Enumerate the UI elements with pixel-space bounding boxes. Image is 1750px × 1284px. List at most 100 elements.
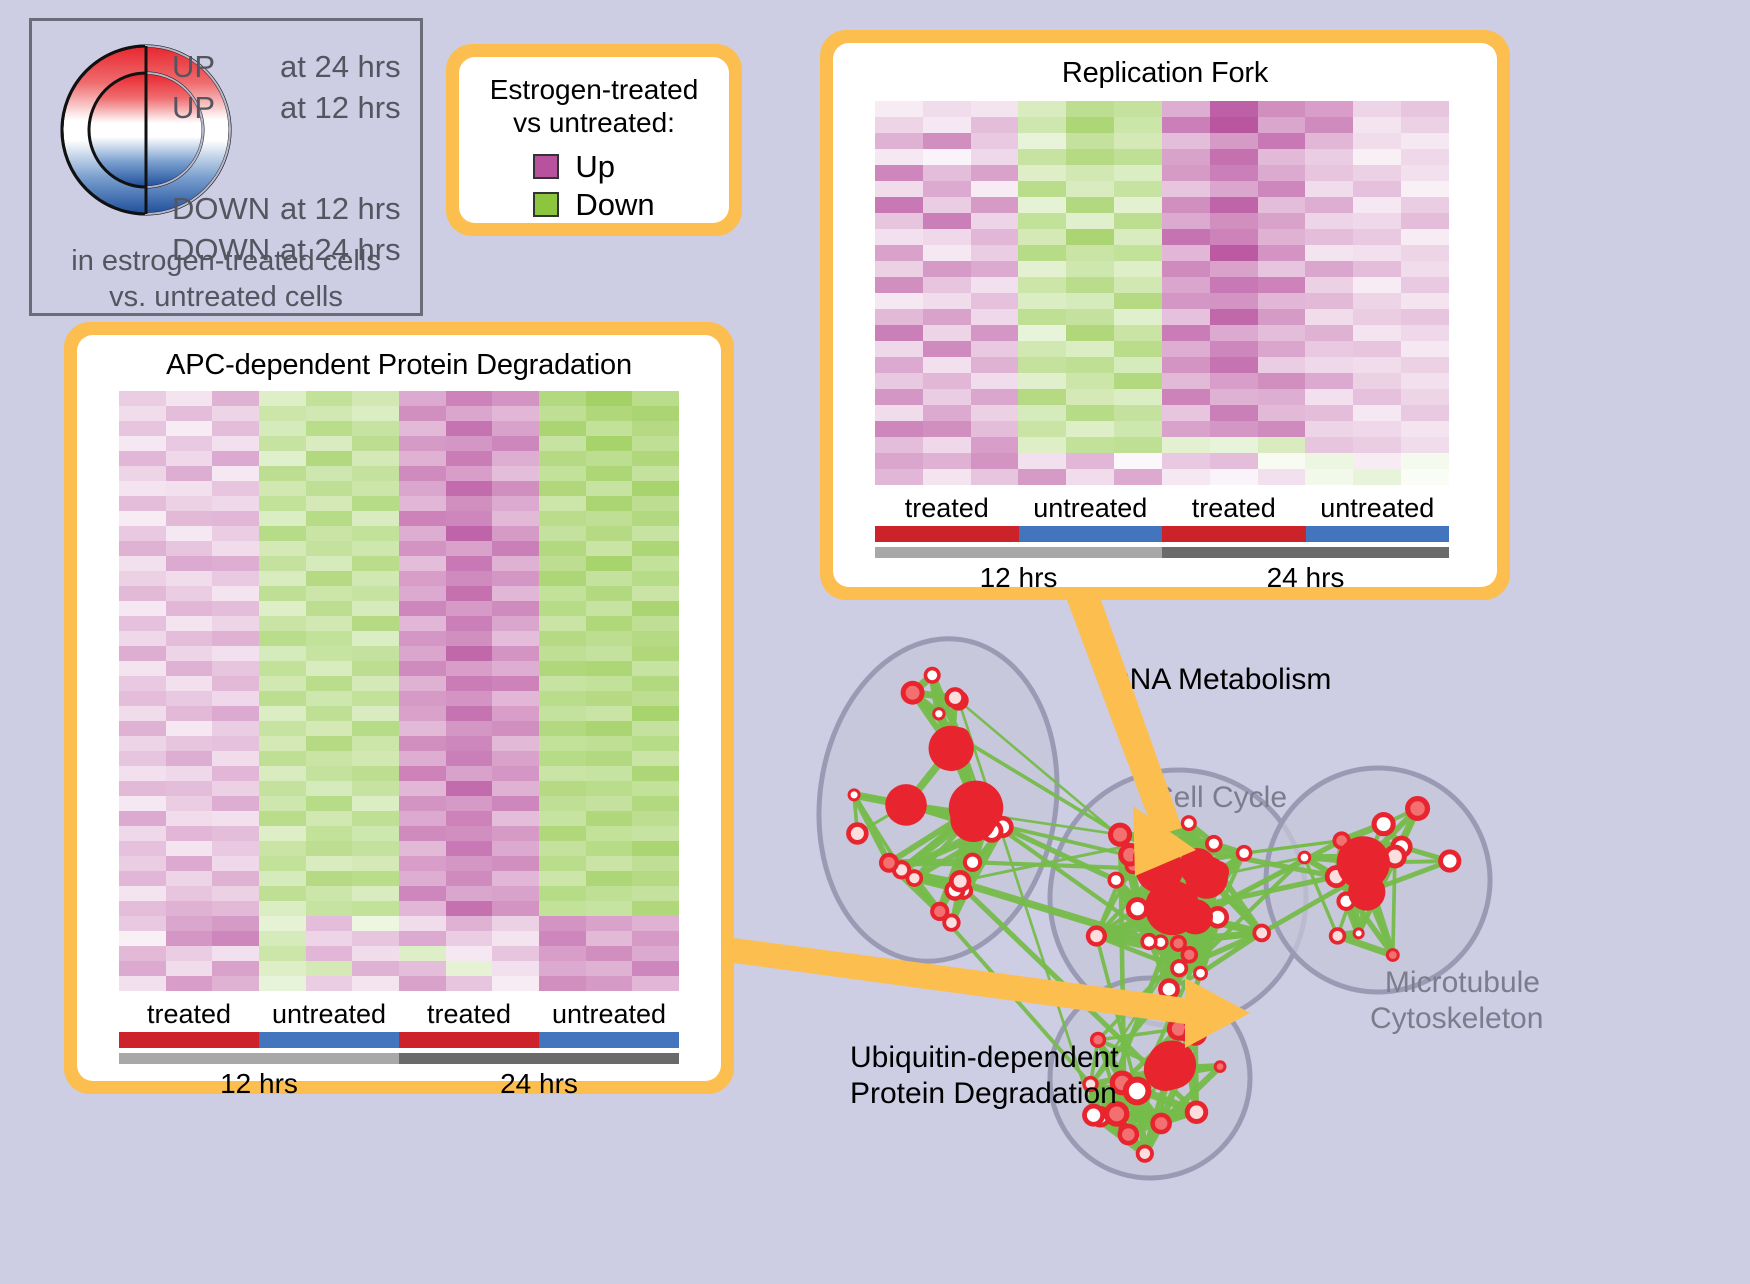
heatmap-cell <box>212 691 259 706</box>
heatmap-cell <box>1066 165 1114 181</box>
heatmap-cell <box>1114 309 1162 325</box>
heatmap-cell <box>212 751 259 766</box>
network-node-core <box>934 906 945 917</box>
heatmap-cell <box>1401 261 1449 277</box>
heatmap-cell <box>539 931 586 946</box>
heatmap-cell <box>923 133 971 149</box>
heatmap-cell <box>1018 245 1066 261</box>
heatmap-cell <box>119 601 166 616</box>
heatmap-cell <box>166 781 213 796</box>
heatmap-cell <box>399 856 446 871</box>
treatment-bar-segment <box>1162 526 1306 542</box>
heatmap-cell <box>971 469 1019 485</box>
heatmap-cell <box>259 796 306 811</box>
network-node[interactable] <box>1337 836 1390 889</box>
heatmap-cell <box>539 856 586 871</box>
network-node[interactable] <box>929 726 974 771</box>
heatmap-cell <box>632 736 679 751</box>
heatmap-cell <box>1162 469 1210 485</box>
heatmap-cell <box>399 511 446 526</box>
heatmap-cell <box>1353 245 1401 261</box>
heatmap-cell <box>1210 309 1258 325</box>
heatmap-cell <box>632 571 679 586</box>
heatmap-cell <box>875 389 923 405</box>
heatmap-cell <box>632 706 679 721</box>
network-graph <box>770 600 1750 1279</box>
heatmap-cell <box>446 781 493 796</box>
heatmap-cell <box>1162 277 1210 293</box>
heatmap-cell <box>1305 389 1353 405</box>
heatmap-cell <box>1210 325 1258 341</box>
heatmap-cell <box>166 616 213 631</box>
heatmap-cell <box>446 721 493 736</box>
heatmap-cell <box>259 511 306 526</box>
heatmap-cell <box>1210 149 1258 165</box>
heatmap-cell <box>1162 341 1210 357</box>
heatmap-cell <box>1066 101 1114 117</box>
heatmap-cell <box>166 811 213 826</box>
heatmap-cell <box>259 691 306 706</box>
heatmap-cell <box>1162 133 1210 149</box>
heatmap-cell <box>306 541 353 556</box>
heatmap-cell <box>1114 261 1162 277</box>
heatmap-cell <box>446 631 493 646</box>
heatmap-cell <box>1018 165 1066 181</box>
heatmap-cell <box>259 781 306 796</box>
heatmap-cell <box>492 781 539 796</box>
heatmap-cell <box>875 133 923 149</box>
heatmap-cell <box>1353 309 1401 325</box>
time-bar-segment <box>1162 547 1449 558</box>
heatmap-cell <box>971 373 1019 389</box>
heatmap-cell <box>923 277 971 293</box>
heatmap-cell <box>1401 389 1449 405</box>
heatmap-cell <box>119 916 166 931</box>
heatmap-cell <box>1353 373 1401 389</box>
network-node-core <box>1196 969 1205 978</box>
network-node-core <box>1174 963 1185 974</box>
heatmap-cell <box>352 931 399 946</box>
heatmap-cell <box>1305 101 1353 117</box>
network-node[interactable] <box>885 784 927 826</box>
heatmap-cell <box>875 261 923 277</box>
heatmap-cell <box>1018 229 1066 245</box>
heatmap-cell <box>632 766 679 781</box>
heatmap-cell <box>1258 469 1306 485</box>
heatmap-cell <box>492 826 539 841</box>
heatmap-cell <box>875 181 923 197</box>
heatmap-cell <box>399 736 446 751</box>
heatmap-cell <box>875 421 923 437</box>
heatmap-cell <box>586 541 633 556</box>
heatmap-cell <box>212 451 259 466</box>
heatmap-cell <box>352 391 399 406</box>
key-legend-box: UP at 24 hrs UP at 12 hrs DOWN at 12 hrs… <box>29 18 423 316</box>
heatmap-cell <box>399 406 446 421</box>
network-node[interactable] <box>949 781 1003 835</box>
heatmap-cell <box>166 826 213 841</box>
heatmap-cell <box>632 586 679 601</box>
heatmap-cell <box>1401 181 1449 197</box>
network-node-core <box>1301 854 1309 862</box>
heatmap-cell <box>1401 437 1449 453</box>
heatmap-cell <box>1258 165 1306 181</box>
heatmap-cell <box>539 886 586 901</box>
heatmap-cell <box>399 421 446 436</box>
ub-label-line1: Ubiquitin-dependent <box>850 1040 1120 1076</box>
heatmap-cell <box>539 691 586 706</box>
heatmap-cell <box>166 406 213 421</box>
heatmap-cell <box>306 811 353 826</box>
heatmap-cell <box>1353 325 1401 341</box>
heatmap-cell <box>586 736 633 751</box>
heatmap-cell <box>446 676 493 691</box>
heatmap-cell <box>166 856 213 871</box>
network-node[interactable] <box>1147 1040 1196 1089</box>
heatmap-cell <box>586 556 633 571</box>
heatmap-cell <box>166 496 213 511</box>
heatmap-cell <box>1401 245 1449 261</box>
heatmap-cell <box>1018 133 1066 149</box>
network-node[interactable] <box>1145 880 1200 935</box>
heatmap-cell <box>923 341 971 357</box>
heatmap-cell <box>539 721 586 736</box>
heatmap-cell <box>875 293 923 309</box>
heatmap-cell <box>492 406 539 421</box>
heatmap-cell <box>212 571 259 586</box>
